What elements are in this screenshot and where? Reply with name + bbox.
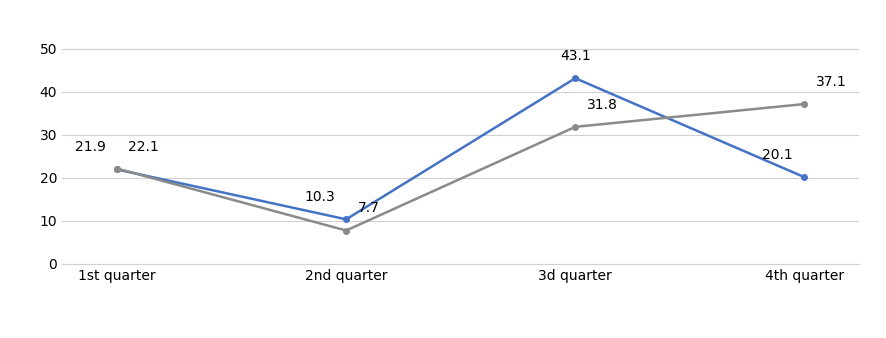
Line: 2018: 2018: [114, 75, 807, 222]
2018: [341, 217, 352, 221]
Text: 10.3: 10.3: [304, 190, 335, 204]
Text: 20.1: 20.1: [762, 148, 793, 162]
Line: 2019: 2019: [114, 101, 807, 233]
Text: 37.1: 37.1: [816, 75, 847, 89]
2019: [799, 102, 810, 106]
2019: [112, 167, 122, 171]
2018: [799, 175, 810, 179]
2019: [341, 228, 352, 233]
2018: [112, 167, 122, 171]
Text: 21.9: 21.9: [74, 140, 105, 154]
Legend: 2018, 2019: 2018, 2019: [367, 337, 555, 338]
Text: 7.7: 7.7: [358, 201, 379, 215]
Text: 31.8: 31.8: [587, 98, 618, 112]
2019: [570, 125, 580, 129]
Text: 43.1: 43.1: [560, 49, 591, 63]
Text: 22.1: 22.1: [128, 140, 159, 153]
2018: [570, 76, 580, 80]
